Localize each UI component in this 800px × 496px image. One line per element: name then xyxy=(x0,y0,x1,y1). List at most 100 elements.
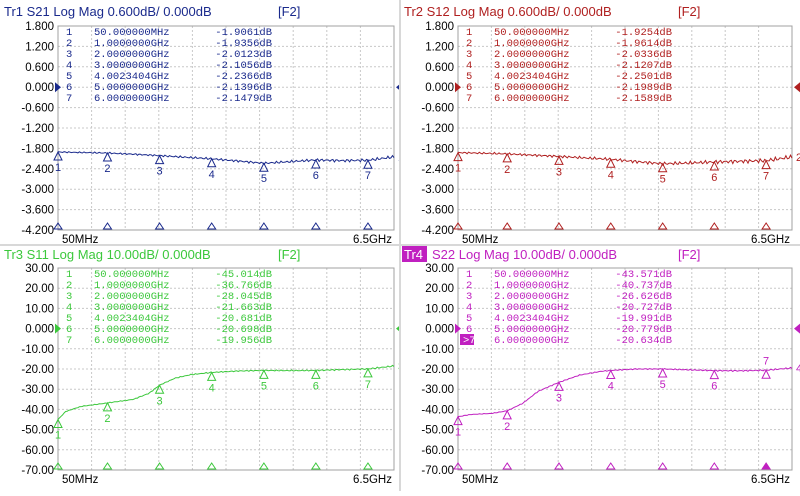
trace-marker[interactable] xyxy=(657,367,668,378)
marker-table-value: -43.571dB xyxy=(615,269,672,281)
marker-table-value: -2.1589dB xyxy=(615,93,672,105)
y-tick-label: 10.00 xyxy=(425,303,454,315)
stimulus-marker[interactable] xyxy=(154,462,165,470)
stimulus-marker[interactable] xyxy=(709,222,720,230)
stimulus-marker[interactable] xyxy=(657,222,668,230)
trace-marker[interactable] xyxy=(259,369,269,379)
y-tick-label: 1.200 xyxy=(25,41,54,53)
trace-marker[interactable] xyxy=(102,151,113,162)
stimulus-marker[interactable] xyxy=(502,222,513,230)
channel-divider-horizontal xyxy=(0,244,800,246)
trace-marker[interactable] xyxy=(502,409,513,420)
trace-marker[interactable] xyxy=(311,158,321,169)
trace-marker[interactable] xyxy=(605,158,616,168)
trace-marker[interactable] xyxy=(102,401,113,412)
trace-title[interactable]: Tr3 S11 Log Mag 10.00dB/ 0.000dB xyxy=(4,247,211,262)
stimulus-marker[interactable] xyxy=(761,462,772,470)
trace-marker[interactable] xyxy=(761,369,771,379)
stimulus-marker[interactable] xyxy=(53,222,63,230)
y-tick-label: 0.600 xyxy=(25,62,54,74)
stimulus-marker[interactable] xyxy=(258,462,269,470)
trace-marker[interactable] xyxy=(502,152,513,163)
trace-title[interactable]: Tr1 S21 Log Mag 0.600dB/ 0.000dB xyxy=(4,4,212,19)
trace-marker[interactable] xyxy=(206,157,217,168)
stimulus-marker[interactable] xyxy=(554,462,564,470)
trace-marker[interactable] xyxy=(154,154,165,165)
stimulus-marker[interactable] xyxy=(258,222,269,230)
trace-marker[interactable] xyxy=(259,162,269,172)
stimulus-marker[interactable] xyxy=(554,222,564,230)
stimulus-marker[interactable] xyxy=(363,462,373,470)
stimulus-marker[interactable] xyxy=(502,462,513,470)
marker-table-value: -2.1396dB xyxy=(215,82,272,94)
trace-marker[interactable] xyxy=(761,159,771,170)
trace-title[interactable]: Tr2 S12 Log Mag 0.600dB/ 0.000dB xyxy=(404,4,612,19)
stimulus-marker[interactable] xyxy=(53,462,63,470)
trace-marker[interactable] xyxy=(605,369,616,379)
stimulus-marker[interactable] xyxy=(453,462,463,470)
trace-marker-label: 2 xyxy=(104,163,110,175)
stimulus-marker[interactable] xyxy=(605,222,616,230)
marker-table-frequency: 3.0000000GHz xyxy=(494,60,570,72)
marker-table-frequency: 4.0023404GHz xyxy=(94,313,170,325)
trace-marker[interactable] xyxy=(206,371,217,381)
marker-table-value: -2.1056dB xyxy=(215,60,272,72)
marker-table-frequency: 5.0000000GHz xyxy=(94,324,170,336)
marker-table-frequency: 6.0000000GHz xyxy=(494,335,570,347)
trace-marker[interactable] xyxy=(363,367,373,378)
reference-level-left-marker[interactable] xyxy=(55,323,61,334)
reference-level-left-marker[interactable] xyxy=(455,323,461,334)
stimulus-marker[interactable] xyxy=(605,462,616,470)
marker-table-frequency: 2.0000000GHz xyxy=(94,49,170,61)
trace-marker[interactable] xyxy=(453,415,463,426)
stimulus-marker[interactable] xyxy=(310,462,321,470)
trace-marker[interactable] xyxy=(554,381,564,391)
reference-level-left-marker[interactable] xyxy=(55,82,61,93)
marker-table-id: 6 xyxy=(66,324,72,336)
trace-title[interactable]: S22 Log Mag 10.00dB/ 0.000dB xyxy=(432,247,617,262)
stimulus-marker[interactable] xyxy=(154,222,165,230)
marker-table-frequency: 50.000000MHz xyxy=(494,269,570,281)
marker-table-frequency: 4.0023404GHz xyxy=(94,71,170,83)
trace-marker[interactable] xyxy=(53,418,63,429)
trace-marker-label: 3 xyxy=(157,166,163,178)
trace-marker[interactable] xyxy=(53,150,63,161)
marker-table-frequency: 50.000000MHz xyxy=(94,269,170,281)
trace-marker[interactable] xyxy=(709,160,720,171)
stimulus-marker[interactable] xyxy=(657,462,668,470)
marker-table-value: -21.663dB xyxy=(215,302,272,314)
active-trace-badge[interactable] xyxy=(402,246,427,262)
reference-level-right-marker[interactable] xyxy=(794,323,800,334)
stimulus-marker[interactable] xyxy=(206,462,217,470)
stimulus-marker[interactable] xyxy=(102,222,113,230)
trace-marker[interactable] xyxy=(709,369,720,380)
marker-table-id: 5 xyxy=(66,313,72,325)
reference-level-right-marker[interactable] xyxy=(794,82,800,93)
stimulus-marker[interactable] xyxy=(102,462,113,470)
stimulus-marker[interactable] xyxy=(363,222,373,230)
stimulus-marker[interactable] xyxy=(761,222,772,230)
y-tick-label: 0.000 xyxy=(25,82,54,94)
trace-marker[interactable] xyxy=(554,155,564,165)
reference-level-left-marker[interactable] xyxy=(455,82,461,93)
trace-marker[interactable] xyxy=(311,369,321,379)
x-start-label: 50MHz xyxy=(62,234,99,246)
trace-marker[interactable] xyxy=(453,151,463,162)
trace-marker[interactable] xyxy=(657,162,668,173)
stimulus-marker[interactable] xyxy=(206,222,217,230)
y-tick-label: -2.400 xyxy=(21,164,54,176)
channel-tag: [F2] xyxy=(678,247,700,262)
plot-area xyxy=(457,25,793,231)
marker-table-value: -20.634dB xyxy=(615,335,672,347)
y-tick-label: -70.00 xyxy=(421,465,454,477)
stimulus-marker[interactable] xyxy=(310,222,321,230)
trace-marker[interactable] xyxy=(154,384,165,394)
stimulus-marker[interactable] xyxy=(709,462,720,470)
trace-marker[interactable] xyxy=(363,159,373,169)
marker-table-value: -20.681dB xyxy=(215,313,272,325)
trace-marker-label: 4 xyxy=(608,380,614,392)
stimulus-marker[interactable] xyxy=(453,222,463,230)
x-stop-label: 6.5GHz xyxy=(751,474,790,486)
trace-marker-label: 6 xyxy=(711,172,717,184)
